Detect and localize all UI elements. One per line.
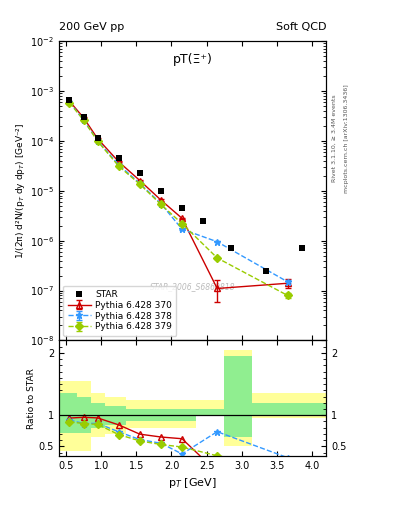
Text: pT(Ξ⁺): pT(Ξ⁺) [173, 53, 213, 66]
Text: Rivet 3.1.10, ≥ 3.4M events: Rivet 3.1.10, ≥ 3.4M events [332, 94, 337, 182]
Line: STAR: STAR [66, 97, 305, 274]
Text: Soft QCD: Soft QCD [276, 22, 326, 32]
STAR [81, 114, 86, 120]
Y-axis label: Ratio to STAR: Ratio to STAR [27, 368, 36, 429]
X-axis label: p$_T$ [GeV]: p$_T$ [GeV] [168, 476, 217, 490]
Text: 200 GeV pp: 200 GeV pp [59, 22, 124, 32]
STAR [299, 245, 304, 251]
STAR [229, 245, 233, 251]
Y-axis label: 1/(2π) d²N/(p$_T$ dy dp$_T$) [GeV⁻²]: 1/(2π) d²N/(p$_T$ dy dp$_T$) [GeV⁻²] [14, 122, 27, 259]
STAR [201, 218, 206, 224]
STAR [180, 205, 184, 211]
Text: mcplots.cern.ch [arXiv:1306.3436]: mcplots.cern.ch [arXiv:1306.3436] [344, 84, 349, 193]
STAR [116, 155, 121, 161]
STAR [95, 135, 100, 141]
Legend: STAR, Pythia 6.428 370, Pythia 6.428 378, Pythia 6.428 379: STAR, Pythia 6.428 370, Pythia 6.428 378… [63, 286, 176, 336]
STAR [158, 188, 163, 194]
STAR [67, 97, 72, 103]
Text: STAR_2006_S6860818: STAR_2006_S6860818 [150, 282, 235, 291]
STAR [138, 169, 142, 176]
STAR [264, 268, 269, 274]
